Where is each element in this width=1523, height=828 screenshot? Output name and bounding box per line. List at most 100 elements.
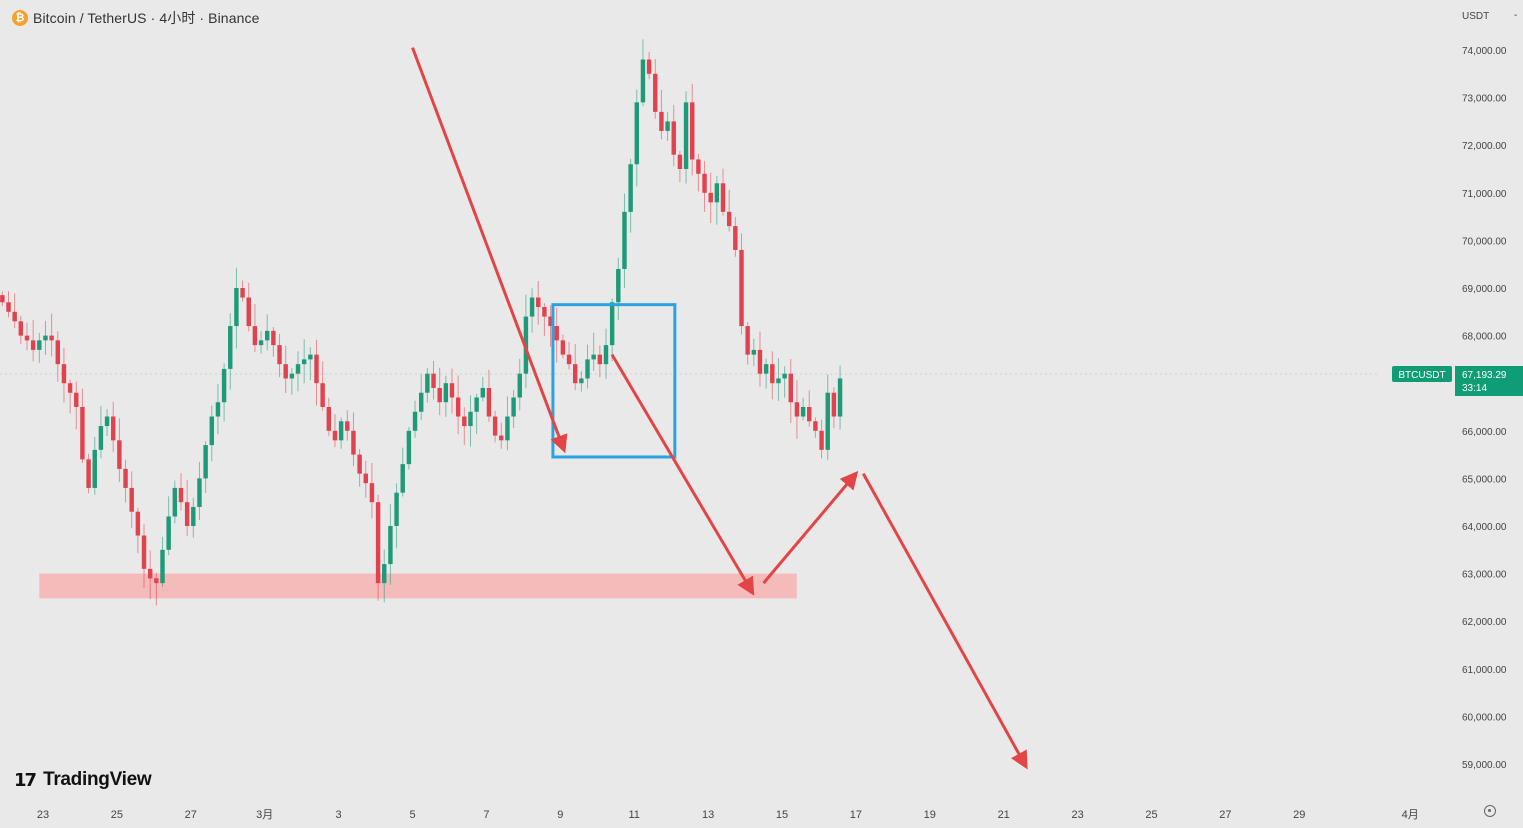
trend-arrow-3 [762,470,859,585]
candle-body [98,426,104,450]
x-tick-label: 23 [37,809,49,821]
y-tick-label: 68,000.00 [1462,332,1507,343]
candle-body [616,268,621,303]
candle-body [30,340,36,350]
candle-body [147,568,153,579]
candle-body [443,383,449,403]
candle-body [369,483,375,503]
candle-body [12,311,17,322]
candle-body [431,373,436,388]
candle-body [739,249,744,327]
candle-body [74,392,79,407]
x-tick-label: 15 [776,809,788,821]
candle-body [517,373,522,398]
candle-body [659,111,664,131]
symbol-title[interactable]: Bitcoin / TetherUS · 4小时 · Binance [33,10,260,26]
x-tick-label: 27 [1219,809,1231,821]
candle-body [320,383,325,407]
candle-body [178,487,184,503]
x-tick-label: 7 [483,809,489,821]
y-tick-label: 74,000.00 [1462,46,1507,57]
y-tick-label: 65,000.00 [1462,474,1507,485]
candle-body [548,316,553,327]
candle-body [283,364,288,379]
y-tick-label: 61,000.00 [1462,665,1507,676]
candle-body [338,421,344,441]
price-tag-value: 67,193.29 [1462,370,1507,381]
candle-body [603,345,609,365]
candle-body [782,373,787,379]
candle-body [154,578,159,584]
candle-body [819,430,824,450]
candle-body [289,373,295,379]
candle-body [301,359,307,365]
candle-body [554,326,559,341]
currency-dropdown-icon[interactable]: - [1514,10,1518,21]
candle-body [264,330,270,341]
bitcoin-icon: ₿ [12,10,28,26]
candle-body [480,387,486,398]
candle-body [733,226,738,250]
candle-body [345,421,350,431]
candle-body [209,416,214,446]
x-tick-label: 11 [628,809,639,821]
x-tick-label: 29 [1293,809,1305,821]
y-tick-label: 60,000.00 [1462,712,1507,723]
x-tick-label: 19 [924,809,936,821]
chart-header: ₿ Bitcoin / TetherUS · 4小时 · Binance [12,8,259,28]
candle-body [800,407,806,417]
candle-body [18,321,24,336]
candle-body [837,378,843,417]
candle-body [55,340,61,365]
candle-body [763,364,769,374]
candle-body [111,416,116,441]
candle-body [0,295,5,303]
tradingview-logo-icon: 17 [14,769,37,791]
candle-body [308,354,313,360]
candle-body [24,335,30,341]
candle-body [240,288,245,298]
candle-body [437,387,442,403]
tradingview-logo[interactable]: 17 TradingView [14,769,152,791]
candle-body [172,487,178,517]
x-tick-label: 17 [850,809,862,821]
candle-body [751,349,757,355]
y-tick-label: 71,000.00 [1462,189,1507,200]
tradingview-logo-text: TradingView [43,769,152,790]
x-tick-label: 25 [111,809,123,821]
candle-body [357,454,362,474]
candle-body [720,183,726,212]
candle-body [702,173,707,193]
candle-body [677,154,683,169]
candle-body [375,502,381,584]
candle-body [258,340,264,346]
candle-body [215,402,221,417]
price-tag-countdown: 33:14 [1462,383,1487,394]
candle-body [813,421,818,431]
candle-body [634,102,640,165]
candle-body [542,307,547,317]
y-tick-label: 59,000.00 [1462,760,1507,771]
trend-arrow-4 [861,472,1028,770]
candle-body [123,468,128,488]
candle-body [708,192,713,203]
currency-label[interactable]: USDT [1462,11,1490,22]
candle-body [61,364,67,384]
candle-body [388,526,393,565]
candle-body [486,387,492,417]
x-tick-label: 3月 [256,809,273,821]
symbol-tag-label: BTCUSDT [1398,370,1445,381]
candle-body [505,416,510,441]
x-tick-label: 23 [1071,809,1083,821]
settings-icon[interactable] [1484,805,1496,817]
candle-body [141,535,147,569]
y-tick-label: 62,000.00 [1462,617,1507,628]
candle-body [745,326,750,355]
x-tick-label: 25 [1145,809,1157,821]
candle-body [511,397,516,417]
candle-body [228,326,233,369]
candle-body [628,164,633,212]
candle-body [585,359,590,379]
candle-body [579,378,584,384]
